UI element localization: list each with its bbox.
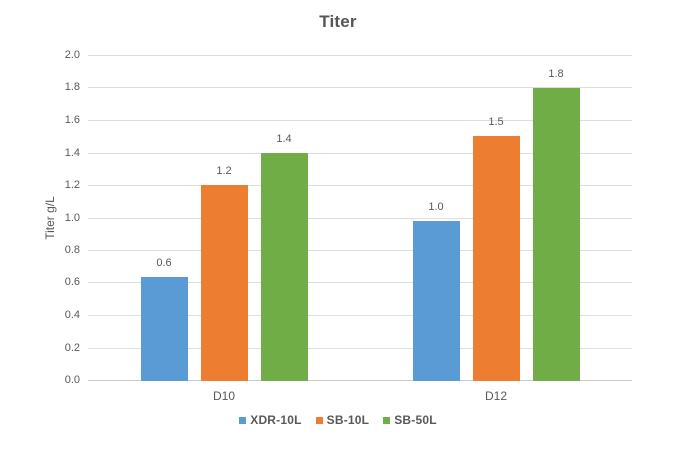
y-tick-label: 1.6 bbox=[64, 114, 80, 126]
legend-item-sb-50l: SB-50L bbox=[383, 413, 437, 427]
bar-value-label: 0.6 bbox=[156, 257, 172, 269]
y-tick-label: 2.0 bbox=[64, 49, 80, 61]
bar-sb-10l-d10 bbox=[200, 185, 248, 381]
bar-xdr-10l-d10 bbox=[140, 277, 188, 381]
gridline bbox=[88, 315, 632, 316]
legend-item-sb-10l: SB-10L bbox=[315, 413, 370, 427]
bar-value-label: 1.0 bbox=[428, 201, 444, 213]
gridline bbox=[88, 120, 632, 121]
legend-item-xdr-10l: XDR-10L bbox=[239, 413, 301, 427]
bar-sb-50l-d10 bbox=[260, 153, 308, 381]
gridline bbox=[88, 153, 632, 154]
bar-value-label: 1.4 bbox=[276, 133, 292, 145]
bar-value-label: 1.8 bbox=[548, 68, 564, 80]
legend-label: XDR-10L bbox=[250, 413, 302, 427]
chart-title: Titer bbox=[319, 12, 357, 31]
plot-area: 0.6 1.2 1.4 1.0 1.5 1.8 bbox=[88, 55, 632, 381]
y-tick-label: 0.6 bbox=[64, 276, 80, 288]
legend-swatch-xdr-10l bbox=[239, 416, 247, 424]
x-tick-label-d10: D10 bbox=[212, 389, 235, 403]
y-tick-label: 0.8 bbox=[64, 244, 80, 256]
bar-sb-50l-d12 bbox=[532, 88, 580, 381]
legend-label: SB-10L bbox=[326, 413, 370, 427]
bar-sb-10l-d12 bbox=[472, 136, 520, 381]
gridline bbox=[88, 282, 632, 283]
x-axis-line bbox=[88, 380, 632, 381]
legend-label: SB-50L bbox=[394, 413, 437, 427]
gridline bbox=[88, 87, 632, 88]
legend: XDR-10L SB-10L SB-50L bbox=[0, 413, 676, 427]
gridline bbox=[88, 185, 632, 186]
y-tick-label: 0.2 bbox=[64, 342, 80, 354]
gridline bbox=[88, 348, 632, 349]
y-tick-label: 1.4 bbox=[64, 147, 80, 159]
gridline bbox=[88, 218, 632, 219]
y-tick-label: 1.0 bbox=[64, 212, 80, 224]
x-tick-label-d12: D12 bbox=[484, 389, 507, 403]
y-tick-label: 1.8 bbox=[64, 81, 80, 93]
y-tick-label: 0.0 bbox=[64, 374, 80, 386]
bar-value-label: 1.2 bbox=[216, 165, 232, 177]
y-tick-label: 0.4 bbox=[64, 309, 80, 321]
bar-xdr-10l-d12 bbox=[412, 221, 460, 381]
gridline bbox=[88, 250, 632, 251]
gridline bbox=[88, 55, 632, 56]
bar-value-label: 1.5 bbox=[488, 116, 504, 128]
legend-swatch-sb-10l bbox=[315, 416, 323, 424]
y-tick-label: 1.2 bbox=[64, 179, 80, 191]
legend-swatch-sb-50l bbox=[383, 416, 391, 424]
